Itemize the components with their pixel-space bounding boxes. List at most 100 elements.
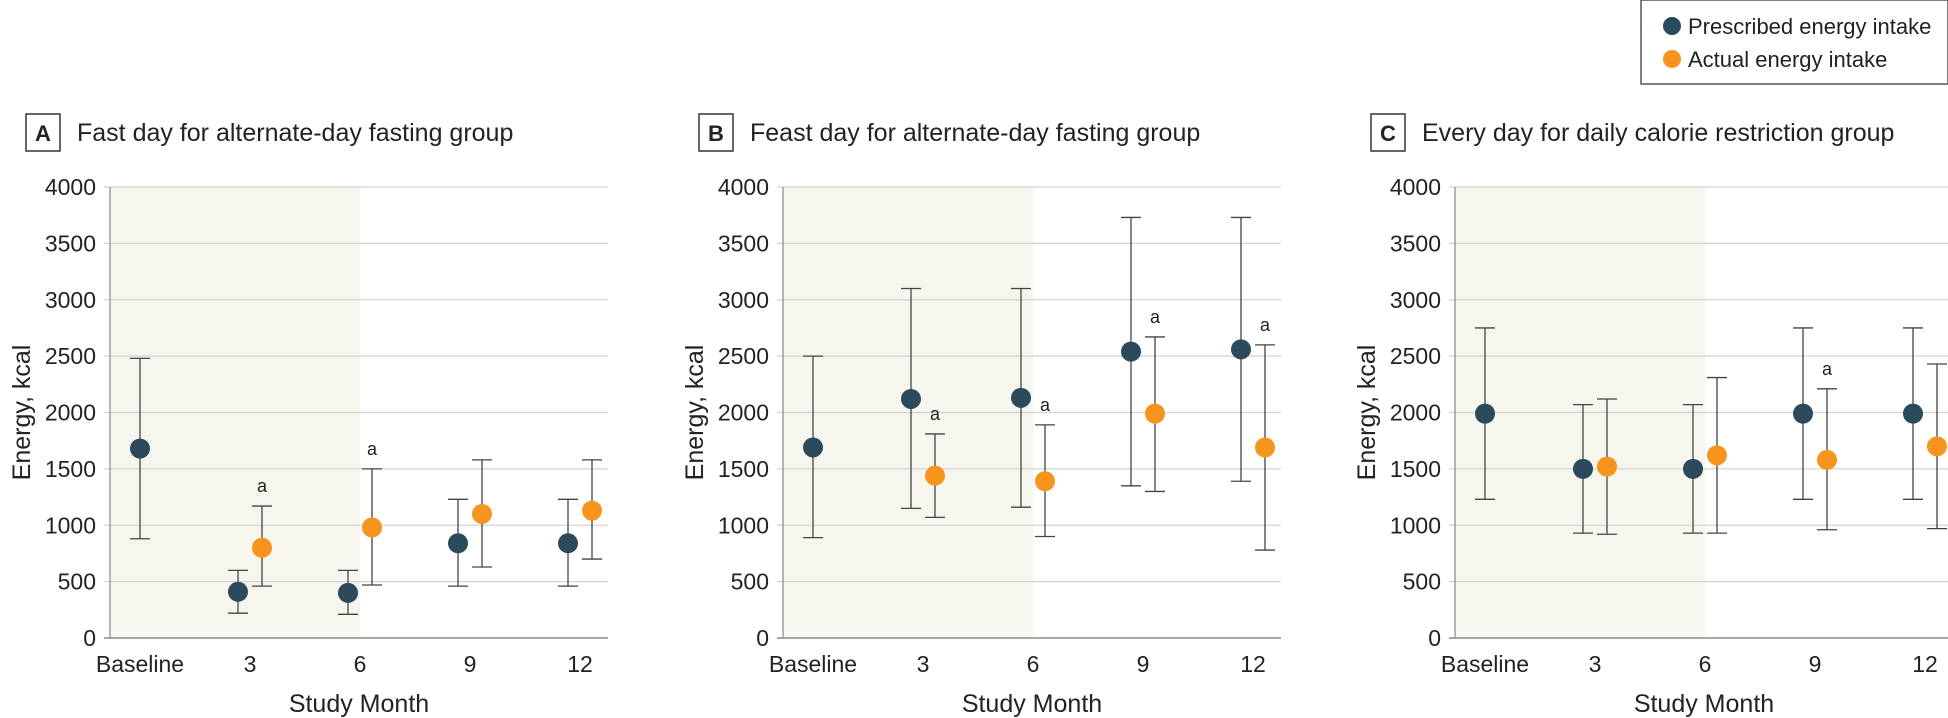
y-tick-label: 2000 xyxy=(45,400,96,426)
y-tick-label: 0 xyxy=(83,625,96,651)
x-tick-label: Baseline xyxy=(96,651,184,677)
x-tick-label: 9 xyxy=(464,651,477,677)
prescribed-point xyxy=(1475,403,1495,424)
prescribed-point xyxy=(1573,458,1593,479)
prescribed-point xyxy=(1011,387,1031,408)
x-tick-label: Baseline xyxy=(769,651,857,677)
x-tick-label: 9 xyxy=(1137,651,1150,677)
panel-letter-box xyxy=(698,113,734,152)
significance-marker: a xyxy=(1260,315,1271,335)
y-axis-title: Energy, kcal xyxy=(1353,345,1381,481)
y-tick-label: 1500 xyxy=(718,456,769,482)
y-tick-label: 0 xyxy=(1428,625,1441,651)
y-tick-label: 1000 xyxy=(1390,512,1441,538)
prescribed-point xyxy=(130,438,150,459)
y-tick-label: 2500 xyxy=(45,343,96,369)
y-tick-label: 1000 xyxy=(45,512,96,538)
significance-marker: a xyxy=(367,439,378,459)
y-tick-label: 2500 xyxy=(718,343,769,369)
prescribed-point xyxy=(1231,339,1251,360)
x-tick-label: Baseline xyxy=(1441,651,1529,677)
y-tick-label: 500 xyxy=(58,569,96,595)
y-tick-label: 2500 xyxy=(1390,343,1441,369)
actual-point xyxy=(1817,449,1837,470)
y-tick-label: 4000 xyxy=(45,174,96,200)
y-axis-title: Energy, kcal xyxy=(681,345,709,481)
x-axis-title: Study Month xyxy=(1634,690,1774,718)
prescribed-point xyxy=(803,437,823,458)
significance-marker: a xyxy=(1822,359,1833,379)
y-tick-label: 0 xyxy=(756,625,769,651)
y-tick-label: 3500 xyxy=(45,230,96,256)
chart-panel-a: 0 500 1000 1500 2000 2500 3000 3500 4000 Baseline… xyxy=(8,113,608,718)
y-tick-label: 2000 xyxy=(1390,400,1441,426)
y-tick-label: 3500 xyxy=(1390,230,1441,256)
actual-point xyxy=(472,503,492,524)
actual-point xyxy=(362,517,382,538)
actual-point xyxy=(1707,445,1727,466)
y-tick-label: 3500 xyxy=(718,230,769,256)
y-tick-label: 1500 xyxy=(1390,456,1441,482)
y-tick-label: 500 xyxy=(731,569,769,595)
y-tick-label: 4000 xyxy=(718,174,769,200)
panel-title: Fast day for alternate-day fasting group xyxy=(77,119,513,147)
actual-point xyxy=(252,537,272,558)
actual-point xyxy=(582,500,602,521)
x-tick-label: 3 xyxy=(244,651,257,677)
y-tick-label: 3000 xyxy=(1390,287,1441,313)
legend-label-actual: Actual energy intake xyxy=(1688,47,1887,72)
x-axis-title: Study Month xyxy=(962,690,1102,718)
x-tick-label: 6 xyxy=(1027,651,1040,677)
y-axis-title: Energy, kcal xyxy=(8,345,36,481)
panel-letter: A xyxy=(35,121,51,146)
prescribed-point xyxy=(1121,341,1141,362)
actual-point xyxy=(1035,471,1055,492)
significance-marker: a xyxy=(257,476,268,496)
prescribed-point xyxy=(1793,403,1813,424)
prescribed-point xyxy=(901,388,921,409)
significance-marker: a xyxy=(1150,307,1161,327)
legend-swatch-prescribed xyxy=(1663,17,1681,35)
significance-marker: a xyxy=(930,404,941,424)
panel-title: Every day for daily calorie restriction … xyxy=(1422,119,1894,147)
actual-point xyxy=(925,465,945,486)
x-tick-label: 6 xyxy=(1699,651,1712,677)
x-tick-label: 3 xyxy=(917,651,930,677)
actual-point xyxy=(1145,403,1165,424)
prescribed-point xyxy=(558,533,578,554)
panel-letter: C xyxy=(1380,121,1396,146)
y-tick-label: 4000 xyxy=(1390,174,1441,200)
actual-point xyxy=(1927,436,1947,457)
panel-title: Feast day for alternate-day fasting grou… xyxy=(750,119,1200,147)
y-tick-label: 2000 xyxy=(718,400,769,426)
prescribed-point xyxy=(338,582,358,603)
prescribed-point xyxy=(1683,458,1703,479)
panels: 05001000150020002500300035004000Baseline… xyxy=(8,113,1948,718)
y-tick-label: 500 xyxy=(1403,569,1441,595)
y-tick-label: 3000 xyxy=(718,287,769,313)
x-tick-label: 12 xyxy=(1240,651,1266,677)
chart-panel-c: 0 500 1000 1500 2000 2500 3000 3500 4000 Baseline… xyxy=(1353,113,1948,718)
legend-swatch-actual xyxy=(1663,50,1681,68)
significance-marker: a xyxy=(1040,395,1051,415)
x-tick-label: 12 xyxy=(567,651,593,677)
panel-letter-box xyxy=(1370,113,1406,152)
prescribed-point xyxy=(1903,403,1923,424)
legend: Prescribed energy intake Actual energy i… xyxy=(1640,0,1948,85)
x-tick-label: 9 xyxy=(1809,651,1822,677)
y-tick-label: 3000 xyxy=(45,287,96,313)
legend-box xyxy=(1640,0,1948,85)
panel-letter: B xyxy=(708,121,724,146)
x-tick-label: 3 xyxy=(1589,651,1602,677)
prescribed-point xyxy=(228,581,248,602)
chart-panel-b: 0 500 1000 1500 2000 2500 3000 3500 4000 Baseline… xyxy=(681,113,1281,718)
x-tick-label: 6 xyxy=(354,651,367,677)
y-tick-label: 1000 xyxy=(718,512,769,538)
x-tick-label: 12 xyxy=(1912,651,1938,677)
actual-point xyxy=(1597,456,1617,477)
x-axis-title: Study Month xyxy=(289,690,429,718)
actual-point xyxy=(1255,437,1275,458)
panel-letter-box xyxy=(25,113,61,152)
prescribed-point xyxy=(448,533,468,554)
